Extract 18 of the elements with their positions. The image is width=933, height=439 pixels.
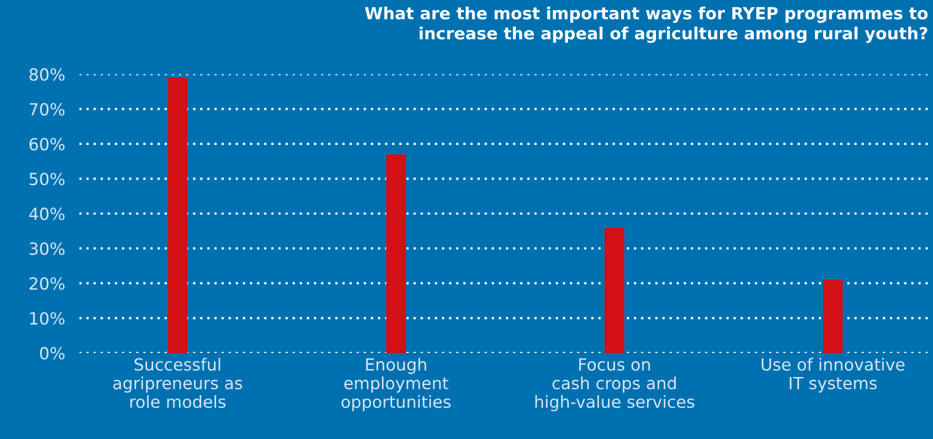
y-tick-label: 50% [30, 172, 64, 186]
y-tick-label: 70% [30, 103, 64, 116]
y-tick-label: 60% [30, 138, 64, 150]
x-tick-label: Use of innovative IT systems [762, 358, 905, 393]
y-tick-label: 40% [29, 208, 64, 220]
bar [386, 154, 406, 353]
chart-title: What are the most important ways for RYEP programmes to increase the appeal of agriculture among rural youth? [365, 6, 928, 43]
y-tick-label: 10% [30, 312, 64, 325]
bar [604, 228, 624, 353]
y-tick-label: 30% [30, 242, 64, 255]
y-tick-label: 0% [40, 346, 64, 360]
x-tick-label: Focus on cash crops and high-value services [535, 358, 694, 412]
y-tick-label: 80% [30, 68, 64, 81]
x-tick-label: Successful agripreneurs as role models [113, 358, 242, 408]
bar [168, 78, 188, 353]
x-tick-label: Enough employment opportunities [342, 358, 451, 412]
bar [823, 280, 843, 353]
y-tick-label: 20% [30, 277, 64, 290]
